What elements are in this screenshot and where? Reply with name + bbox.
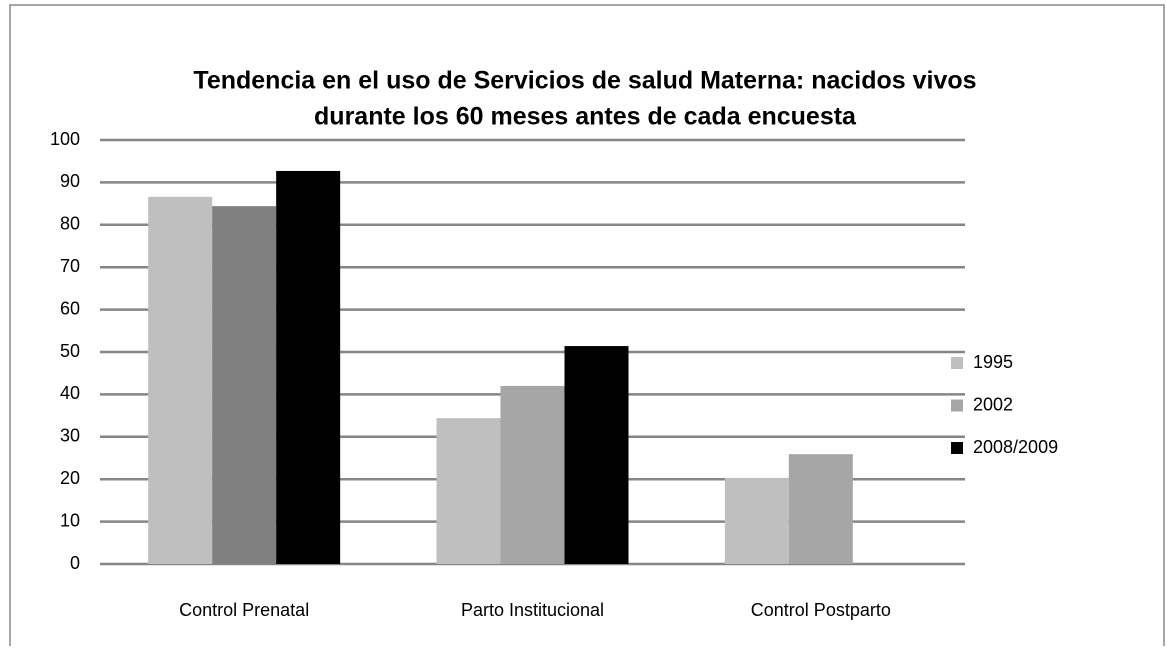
legend-label: 1995 (973, 352, 1013, 372)
x-tick-label: Control Prenatal (179, 600, 309, 620)
y-tick-label: 70 (60, 256, 80, 276)
y-tick-label: 100 (50, 129, 80, 149)
y-tick-label: 90 (60, 171, 80, 191)
bar (500, 385, 565, 564)
bar (148, 196, 213, 565)
bar (212, 206, 277, 565)
chart-title: durante los 60 meses antes de cada encue… (314, 103, 857, 131)
y-tick-label: 40 (60, 383, 80, 403)
legend-label: 2002 (973, 394, 1013, 414)
y-tick-label: 50 (60, 341, 80, 361)
y-tick-label: 60 (60, 298, 80, 318)
legend-swatch (951, 442, 963, 454)
chart-title: Tendencia en el uso de Servicios de salu… (193, 67, 976, 95)
y-tick-label: 20 (60, 468, 80, 488)
x-tick-label: Parto Institucional (461, 600, 604, 620)
y-tick-label: 0 (70, 553, 80, 573)
x-tick-label: Control Postparto (751, 600, 891, 620)
y-tick-label: 80 (60, 214, 80, 234)
bar (788, 454, 853, 564)
legend-label: 2008/2009 (973, 437, 1058, 457)
bar (564, 346, 629, 564)
y-tick-label: 30 (60, 426, 80, 446)
bar (276, 170, 341, 564)
bar (724, 477, 789, 564)
legend-swatch (951, 399, 963, 412)
y-tick-label: 10 (60, 510, 80, 530)
bar (436, 418, 501, 564)
legend-swatch (951, 357, 963, 369)
